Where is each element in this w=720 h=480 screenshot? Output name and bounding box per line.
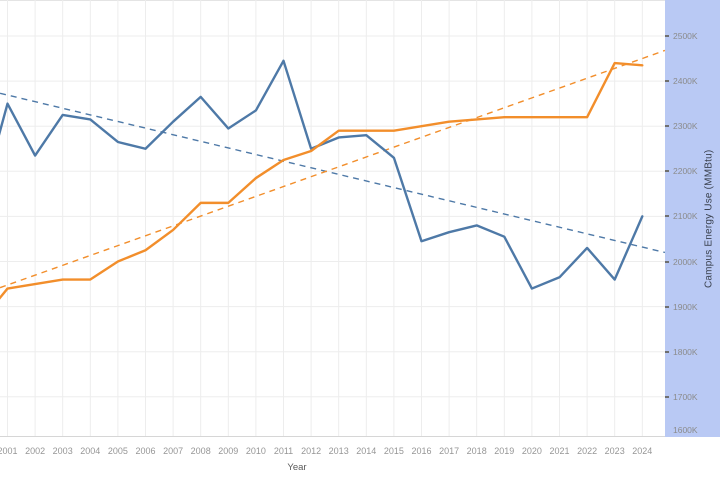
plot-area[interactable] [0, 0, 665, 437]
x-tick-label: 2023 [604, 446, 625, 456]
x-tick-label: 2012 [301, 446, 322, 456]
y-tick-label: 2400K [673, 76, 698, 87]
x-tick-label: 2020 [521, 446, 542, 456]
x-tick-label: 2016 [411, 446, 432, 456]
x-tick-label: 2007 [163, 446, 184, 456]
y-axis-tick-mark [665, 260, 669, 263]
y-tick-label: 2300K [673, 121, 698, 132]
x-tick-label: 2021 [549, 446, 570, 456]
y-tick-label: 1600K [673, 425, 698, 435]
x-tick-label: 2001 [0, 446, 18, 456]
y-tick-label: 2000K [673, 256, 698, 267]
x-tick-label: 2010 [245, 446, 266, 456]
y-axis-tick-mark [665, 80, 669, 83]
x-tick-label: 2006 [135, 446, 156, 456]
campus-energy-use-actual-line[interactable] [0, 59, 644, 290]
x-tick-label: 2009 [218, 446, 239, 456]
y-axis-tick-mark [665, 215, 669, 218]
x-tick-label: 2002 [25, 446, 46, 456]
x-tick-label: 2013 [328, 446, 349, 456]
x-tick-label: 2011 [273, 446, 294, 456]
x-tick-label: 2015 [383, 446, 404, 456]
y-axis-tick-mark [665, 305, 669, 308]
y-tick-label: 1800K [673, 346, 698, 357]
x-tick-label: 2008 [190, 446, 211, 456]
y-tick-label: 2100K [673, 211, 698, 222]
comparison-projection-line[interactable] [0, 61, 644, 322]
y-axis-tick-mark [665, 170, 669, 173]
x-tick-label: 2022 [577, 446, 598, 456]
orange-trend-line[interactable] [0, 49, 665, 289]
y-tick-label: 2200K [673, 166, 698, 177]
y-axis-title: Campus Energy Use (MMBtu) [703, 149, 715, 288]
x-tick-label: 2014 [356, 446, 377, 456]
y-tick-label: 1900K [673, 301, 698, 312]
y-axis-tick-mark [665, 125, 669, 128]
x-tick-label: 2004 [80, 446, 101, 456]
x-tick-label: 2017 [439, 446, 460, 456]
y-tick-label: 2500K [673, 31, 698, 41]
blue-trend-line[interactable] [0, 92, 665, 254]
x-tick-label: 2005 [107, 446, 128, 456]
y-axis-tick-mark [665, 350, 669, 353]
y-tick-label: 1700K [673, 391, 698, 402]
y-axis-tick-mark [665, 395, 669, 398]
y-axis-tick-mark [665, 35, 669, 37]
plot-top-border [0, 0, 665, 1]
x-tick-label: 2019 [494, 446, 515, 456]
y-axis-panel[interactable]: 2500K 2400K 2300K 2200K 2100K 2000K 1900K 1800K… [665, 0, 720, 437]
x-axis-title: Year [287, 462, 307, 473]
x-tick-label: 2003 [52, 446, 73, 456]
x-tick-label: 2024 [632, 446, 653, 456]
x-tick-label: 2018 [466, 446, 487, 456]
